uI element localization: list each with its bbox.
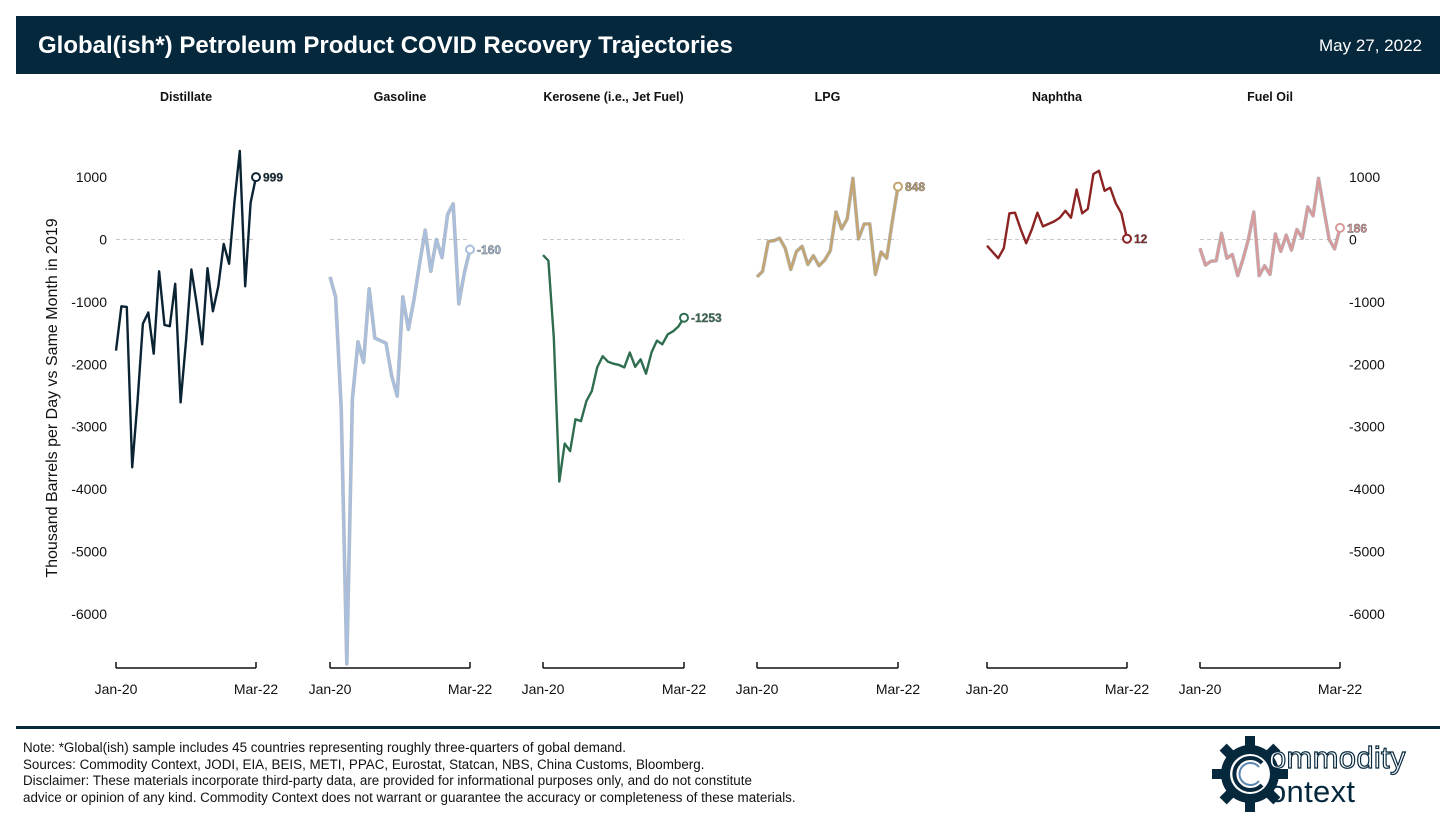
y-tick-label-left: -2000	[71, 356, 107, 372]
y-tick-label-right: -3000	[1349, 419, 1385, 435]
y-tick-label-left: -1000	[71, 294, 107, 310]
x-tick-label-start-distillate: Jan-20	[95, 681, 138, 697]
end-marker-gasoline	[465, 244, 475, 255]
x-tick-label-start-kerosene-i-e-jet-fuel: Jan-20	[522, 681, 565, 697]
series-outline-lpg	[755, 176, 900, 279]
x-tick-label-end-naphtha: Mar-22	[1105, 681, 1150, 697]
series-line-gasoline	[328, 202, 472, 666]
y-tick-label-left: -4000	[71, 481, 107, 497]
logo-text-line2: ontext	[1269, 774, 1356, 809]
gear-c-icon	[1212, 736, 1288, 812]
series-line-kerosene-i-e-jet-fuel	[542, 254, 686, 483]
y-tick-label-right: -4000	[1349, 481, 1385, 497]
end-label-distillate: 999	[263, 171, 283, 185]
footer-divider	[16, 726, 1440, 729]
y-tick-label-left: -5000	[71, 544, 107, 560]
x-tick-label-end-gasoline: Mar-22	[448, 681, 493, 697]
footer-sources: Sources: Commodity Context, JODI, EIA, B…	[23, 756, 705, 772]
x-tick-label-start-naphtha: Jan-20	[966, 681, 1009, 697]
end-marker-fuel-oil	[1335, 222, 1345, 233]
end-label-fuel-oil: 186	[1347, 221, 1367, 235]
series-line-distillate	[114, 149, 258, 469]
end-label-gasoline: -160	[477, 243, 501, 257]
report-date: May 27, 2022	[1318, 36, 1422, 55]
y-tick-label-left: -3000	[71, 419, 107, 435]
end-marker-kerosene-i-e-jet-fuel	[679, 312, 689, 323]
end-marker-lpg	[893, 181, 903, 192]
panel-title-naphtha: Naphtha	[1032, 90, 1083, 104]
x-tick-label-end-distillate: Mar-22	[234, 681, 279, 697]
footer-notes: Note: *Global(ish) sample includes 45 co…	[23, 740, 1173, 806]
y-tick-label-right: -2000	[1349, 356, 1385, 372]
y-tick-label-right: -5000	[1349, 544, 1385, 560]
end-label-kerosene-i-e-jet-fuel: -1253	[691, 311, 722, 325]
x-tick-label-end-fuel-oil: Mar-22	[1318, 681, 1363, 697]
series-line-naphtha	[986, 169, 1129, 260]
y-tick-label-right: 0	[1349, 231, 1357, 247]
y-tick-label-right: 1000	[1349, 169, 1380, 185]
panel-title-fuel-oil: Fuel Oil	[1247, 90, 1293, 104]
series-outline-fuel-oil	[1198, 176, 1342, 278]
y-tick-label-left: -6000	[71, 606, 107, 622]
logo-text-line1: ommodity	[1268, 739, 1406, 775]
panel-title-lpg: LPG	[815, 90, 841, 104]
panel-title-gasoline: Gasoline	[374, 90, 427, 104]
footer-disclaimer-2: advice or opinion of any kind. Commodity…	[23, 789, 796, 805]
x-tick-label-start-lpg: Jan-20	[736, 681, 779, 697]
x-tick-label-end-lpg: Mar-22	[876, 681, 921, 697]
y-tick-label-left: 0	[99, 231, 107, 247]
x-tick-label-start-gasoline: Jan-20	[309, 681, 352, 697]
panel-title-kerosene-i-e-jet-fuel: Kerosene (i.e., Jet Fuel)	[543, 90, 683, 104]
x-tick-label-start-fuel-oil: Jan-20	[1179, 681, 1222, 697]
series-line-fuel-oil	[1198, 177, 1342, 277]
panel-title-distillate: Distillate	[160, 90, 212, 104]
page-title: Global(ish*) Petroleum Product COVID Rec…	[38, 32, 733, 59]
header-bar: Global(ish*) Petroleum Product COVID Rec…	[16, 16, 1440, 74]
end-label-lpg: 848	[905, 180, 925, 194]
footer-disclaimer-1: Disclaimer: These materials incorporate …	[23, 773, 752, 788]
commodity-context-logo: ommodity ontext	[1212, 734, 1432, 812]
end-label-naphtha: 12	[1134, 232, 1148, 246]
footer-note: Note: *Global(ish) sample includes 45 co…	[23, 740, 626, 755]
end-marker-naphtha	[1122, 233, 1132, 244]
small-multiples-chart: Thousand Barrels per Day vs Same Month i…	[44, 90, 1385, 697]
y-tick-label-right: -1000	[1349, 294, 1385, 310]
y-axis-title: Thousand Barrels per Day vs Same Month i…	[44, 218, 61, 577]
series-line-lpg	[756, 177, 900, 278]
x-tick-label-end-kerosene-i-e-jet-fuel: Mar-22	[662, 681, 707, 697]
y-tick-label-left: 1000	[76, 169, 107, 185]
y-tick-label-right: -6000	[1349, 606, 1385, 622]
end-marker-distillate	[251, 172, 261, 183]
